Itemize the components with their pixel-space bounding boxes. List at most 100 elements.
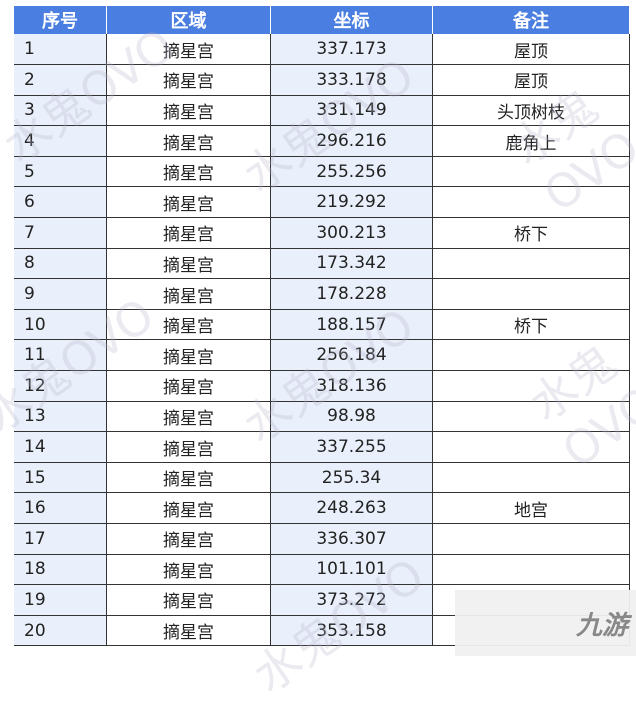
row-index: 15 xyxy=(14,462,107,494)
table-row: 16 摘星宫 248.263 地宫 xyxy=(14,492,630,524)
row-coordinate: 101.101 xyxy=(270,554,433,586)
row-coordinate: 255.256 xyxy=(270,156,433,188)
table-row: 11 摘星宫 256.184 xyxy=(14,339,630,372)
row-area: 摘星宫 xyxy=(106,248,271,280)
row-note xyxy=(432,554,630,586)
row-index: 7 xyxy=(14,217,107,249)
row-note xyxy=(432,339,630,372)
table-row: 5 摘星宫 255.256 xyxy=(14,156,630,188)
row-index: 20 xyxy=(14,615,107,647)
row-note xyxy=(432,401,630,433)
row-note: 地宫 xyxy=(432,492,630,524)
row-coordinate: 337.173 xyxy=(270,34,433,66)
row-coordinate: 188.157 xyxy=(270,309,433,341)
row-index: 14 xyxy=(14,431,107,463)
row-index: 5 xyxy=(14,156,107,188)
row-area: 摘星宫 xyxy=(106,554,271,586)
row-coordinate: 255.34 xyxy=(270,462,433,494)
row-coordinate: 337.255 xyxy=(270,431,433,463)
row-index: 13 xyxy=(14,401,107,433)
row-note xyxy=(432,431,630,463)
row-area: 摘星宫 xyxy=(106,64,271,96)
row-index: 2 xyxy=(14,64,107,96)
row-area: 摘星宫 xyxy=(106,523,271,555)
table-row: 3 摘星宫 331.149 头顶树枝 xyxy=(14,95,630,127)
row-note xyxy=(432,248,630,280)
table-row: 6 摘星宫 219.292 xyxy=(14,186,630,219)
row-area: 摘星宫 xyxy=(106,339,271,372)
row-index: 6 xyxy=(14,186,107,219)
table-row: 12 摘星宫 318.136 xyxy=(14,370,630,402)
row-index: 3 xyxy=(14,95,107,127)
row-coordinate: 98.98 xyxy=(270,401,433,433)
row-note: 屋顶 xyxy=(432,64,630,96)
row-note xyxy=(432,462,630,494)
row-index: 12 xyxy=(14,370,107,402)
table-row: 18 摘星宫 101.101 xyxy=(14,554,630,586)
row-coordinate: 256.184 xyxy=(270,339,433,372)
header-index: 序号 xyxy=(14,6,107,34)
header-area: 区域 xyxy=(106,6,271,34)
row-index: 16 xyxy=(14,492,107,524)
header-note: 备注 xyxy=(432,6,630,34)
row-note: 桥下 xyxy=(432,309,630,341)
table-row: 10 摘星宫 188.157 桥下 xyxy=(14,309,630,341)
row-coordinate: 336.307 xyxy=(270,523,433,555)
table-row: 9 摘星宫 178.228 xyxy=(14,278,630,310)
table-row: 17 摘星宫 336.307 xyxy=(14,523,630,555)
row-area: 摘星宫 xyxy=(106,95,271,127)
table-row: 4 摘星宫 296.216 鹿角上 xyxy=(14,125,630,157)
header-row: 序号 区域 坐标 备注 xyxy=(14,6,630,34)
row-area: 摘星宫 xyxy=(106,401,271,433)
row-index: 19 xyxy=(14,584,107,616)
logo-text: 九游 xyxy=(575,610,628,641)
row-coordinate: 331.149 xyxy=(270,95,433,127)
row-note xyxy=(432,278,630,310)
row-area: 摘星宫 xyxy=(106,156,271,188)
row-area: 摘星宫 xyxy=(106,34,271,66)
row-area: 摘星宫 xyxy=(106,217,271,249)
row-coordinate: 300.213 xyxy=(270,217,433,249)
row-index: 9 xyxy=(14,278,107,310)
row-index: 10 xyxy=(14,309,107,341)
table-row: 13 摘星宫 98.98 xyxy=(14,401,630,433)
row-index: 18 xyxy=(14,554,107,586)
row-area: 摘星宫 xyxy=(106,309,271,341)
row-index: 17 xyxy=(14,523,107,555)
table-row: 15 摘星宫 255.34 xyxy=(14,462,630,494)
row-coordinate: 318.136 xyxy=(270,370,433,402)
row-coordinate: 373.272 xyxy=(270,584,433,616)
row-area: 摘星宫 xyxy=(106,125,271,157)
table-row: 7 摘星宫 300.213 桥下 xyxy=(14,217,630,249)
coordinates-table: 序号 区域 坐标 备注 1 摘星宫 337.173 屋顶 2 摘星宫 333.178 屋顶 3 摘… xyxy=(14,6,630,647)
table-row: 1 摘星宫 337.173 屋顶 xyxy=(14,34,630,66)
row-note: 头顶树枝 xyxy=(432,95,630,127)
row-coordinate: 248.263 xyxy=(270,492,433,524)
row-area: 摘星宫 xyxy=(106,615,271,647)
row-index: 8 xyxy=(14,248,107,280)
row-coordinate: 219.292 xyxy=(270,186,433,219)
row-area: 摘星宫 xyxy=(106,186,271,219)
row-note xyxy=(432,370,630,402)
row-note: 屋顶 xyxy=(432,34,630,66)
row-note xyxy=(432,523,630,555)
row-area: 摘星宫 xyxy=(106,492,271,524)
row-area: 摘星宫 xyxy=(106,584,271,616)
table-row: 14 摘星宫 337.255 xyxy=(14,431,630,463)
row-index: 11 xyxy=(14,339,107,372)
row-coordinate: 173.342 xyxy=(270,248,433,280)
row-note: 鹿角上 xyxy=(432,125,630,157)
row-note xyxy=(432,156,630,188)
row-area: 摘星宫 xyxy=(106,278,271,310)
row-area: 摘星宫 xyxy=(106,370,271,402)
site-logo: 九游 xyxy=(455,590,636,656)
row-area: 摘星宫 xyxy=(106,431,271,463)
row-coordinate: 296.216 xyxy=(270,125,433,157)
table-row: 8 摘星宫 173.342 xyxy=(14,248,630,280)
header-coordinate: 坐标 xyxy=(270,6,433,34)
row-note xyxy=(432,186,630,219)
row-coordinate: 178.228 xyxy=(270,278,433,310)
row-index: 1 xyxy=(14,34,107,66)
table-row: 2 摘星宫 333.178 屋顶 xyxy=(14,64,630,96)
row-coordinate: 333.178 xyxy=(270,64,433,96)
